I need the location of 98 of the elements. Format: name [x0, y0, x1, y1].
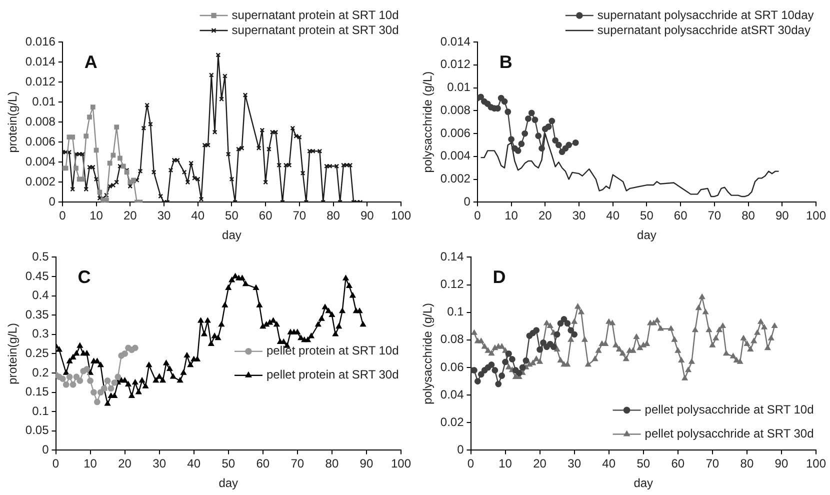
y-tick-label: 0 — [48, 194, 56, 209]
y-tick-label: 0.35 — [25, 307, 50, 322]
annotation: B — [499, 52, 512, 72]
y-tick-label: 0.3 — [32, 326, 50, 341]
legend-label: supernatant polysacchride atSRT 30day — [597, 22, 810, 37]
x-tick-label: 50 — [222, 456, 236, 471]
y-tick-label: 0.5 — [32, 250, 50, 264]
y-tick-label: 0.01 — [32, 94, 56, 108]
y-tick-label: 0.004 — [25, 154, 56, 168]
y-axis-title: polysacchride (g/L) — [420, 71, 435, 173]
y-tick-label: 0.006 — [25, 134, 56, 148]
y-tick-label: 0 — [457, 442, 464, 457]
x-tick-label: 50 — [640, 208, 654, 223]
y-tick-label: 0.45 — [25, 268, 50, 283]
x-tick-label: 90 — [360, 208, 374, 223]
x-tick-label: 40 — [191, 208, 205, 223]
x-tick-label: 100 — [390, 208, 412, 223]
x-tick-label: 30 — [152, 456, 166, 471]
legend-label: supernatant protein at SRT 30d — [232, 22, 399, 37]
annotation: A — [84, 52, 98, 72]
x-tick-label: 10 — [498, 456, 512, 471]
y-tick-label: 0.25 — [25, 346, 50, 360]
x-tick-label: 80 — [325, 456, 339, 471]
annotation: D — [492, 267, 506, 288]
x-tick-label: 50 — [225, 208, 239, 223]
y-tick-label: 0.4 — [32, 288, 50, 302]
x-tick-label: 20 — [533, 456, 547, 471]
y-tick-label: 0.014 — [25, 54, 56, 68]
y-tick-label: 0.1 — [447, 304, 464, 319]
x-tick-label: 30 — [572, 208, 586, 223]
x-tick-label: 70 — [706, 456, 720, 471]
x-axis-title: day — [218, 476, 238, 490]
x-tick-label: 10 — [90, 208, 104, 223]
x-tick-label: 60 — [258, 208, 273, 223]
x-tick-label: 40 — [606, 208, 620, 223]
x-tick-label: 90 — [360, 456, 374, 471]
x-tick-label: 60 — [671, 456, 685, 471]
x-tick-label: 30 — [157, 208, 171, 223]
y-tick-label: 0.002 — [25, 174, 56, 188]
x-tick-label: 10 — [504, 208, 518, 223]
x-tick-label: 100 — [806, 456, 826, 471]
x-axis-title: day — [222, 228, 242, 242]
x-tick-label: 40 — [187, 456, 201, 471]
x-tick-label: 60 — [674, 208, 688, 223]
x-tick-label: 100 — [806, 208, 826, 223]
y-tick-label: 0.008 — [440, 102, 471, 117]
y-tick-label: 0.014 — [440, 34, 471, 48]
y-tick-label: 0.02 — [440, 414, 464, 429]
x-tick-label: 10 — [84, 456, 98, 471]
y-tick-label: 0.012 — [25, 74, 56, 88]
annotation: C — [78, 267, 91, 288]
x-axis-title: day — [637, 228, 656, 242]
y-tick-label: 0.008 — [25, 114, 56, 128]
x-tick-label: 50 — [636, 456, 650, 471]
x-tick-label: 80 — [742, 208, 756, 223]
x-tick-label: 70 — [708, 208, 722, 223]
x-tick-label: 100 — [390, 456, 412, 471]
x-tick-label: 0 — [474, 208, 482, 223]
x-tick-label: 90 — [775, 208, 790, 223]
y-tick-label: 0.2 — [32, 365, 50, 380]
x-tick-label: 80 — [326, 208, 340, 223]
y-axis-title: protein(g/L) — [6, 91, 20, 153]
y-axis-title: protein(g/L) — [6, 323, 20, 384]
x-axis-title: day — [634, 476, 654, 490]
x-tick-label: 0 — [59, 208, 66, 223]
legend-label: supernatant protein at SRT 10d — [232, 8, 399, 22]
x-tick-label: 70 — [290, 456, 304, 471]
y-tick-label: 0.08 — [440, 332, 464, 346]
y-tick-label: 0.01 — [447, 80, 471, 94]
y-axis-title: polysacchride (g/L) — [420, 303, 435, 404]
y-tick-label: 0.004 — [440, 148, 471, 163]
y-tick-label: 0.016 — [25, 34, 56, 48]
y-tick-label: 0.04 — [440, 387, 464, 402]
x-tick-label: 60 — [256, 456, 270, 471]
x-tick-label: 80 — [740, 456, 754, 471]
legend-label: pellet protein at SRT 10d — [266, 344, 399, 358]
y-tick-label: 0 — [464, 194, 471, 209]
x-tick-label: 20 — [538, 208, 552, 223]
y-tick-label: 0.1 — [32, 404, 50, 418]
y-tick-label: 0.05 — [25, 423, 50, 438]
x-tick-label: 90 — [774, 456, 788, 471]
x-tick-label: 30 — [568, 456, 582, 471]
x-tick-label: 40 — [602, 456, 616, 471]
legend-label: supernatant polysacchride at SRT 10day — [597, 8, 814, 22]
y-tick-label: 0.06 — [440, 360, 464, 374]
x-tick-label: 20 — [123, 208, 138, 223]
y-tick-label: 0.12 — [440, 277, 464, 292]
legend-label: pellet protein at SRT 30d — [266, 368, 399, 382]
y-tick-label: 0.006 — [440, 126, 471, 140]
legend-label: pellet polysacchride at SRT 30d — [644, 426, 814, 441]
y-tick-label: 0.15 — [25, 384, 50, 399]
y-tick-label: 0.012 — [440, 57, 471, 72]
y-tick-label: 0.002 — [440, 172, 471, 186]
legend-label: pellet polysacchride at SRT 10d — [644, 402, 814, 417]
y-tick-label: 0.14 — [440, 250, 464, 264]
y-tick-label: 0 — [42, 442, 50, 457]
x-tick-label: 70 — [292, 208, 306, 223]
x-tick-label: 20 — [118, 456, 132, 471]
